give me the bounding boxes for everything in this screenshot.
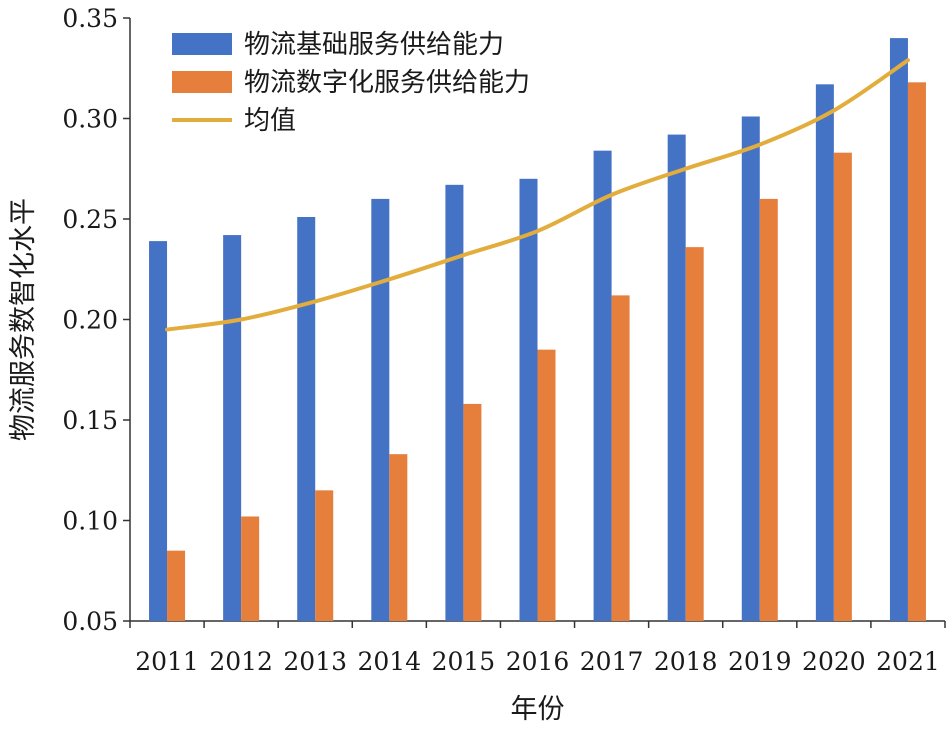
legend-swatch	[172, 33, 232, 55]
bar-basic-service	[371, 198, 390, 621]
x-tick-label: 2020	[802, 647, 866, 676]
bar-basic-service	[593, 150, 612, 621]
bar-digital-service	[463, 403, 482, 621]
bar-digital-service	[241, 516, 260, 621]
y-tick-label: 0.05	[62, 607, 118, 636]
y-tick-label: 0.35	[62, 4, 118, 33]
bar-digital-service	[611, 295, 630, 621]
x-tick-label: 2013	[283, 647, 347, 676]
x-tick-label: 2018	[654, 647, 718, 676]
legend-label: 均值	[244, 106, 296, 136]
x-tick-label: 2019	[728, 647, 792, 676]
bar-basic-service	[667, 134, 686, 621]
bar-basic-service	[815, 84, 834, 621]
y-tick-label: 0.20	[62, 306, 118, 335]
legend-label: 物流基础服务供给能力	[244, 30, 504, 60]
x-axis-label: 年份	[511, 694, 565, 725]
bar-basic-service	[223, 235, 242, 621]
bar-digital-service	[167, 550, 186, 621]
y-tick-label: 0.30	[62, 105, 118, 134]
bar-digital-service	[759, 198, 778, 621]
legend-swatch	[172, 71, 232, 93]
bar-basic-service	[149, 241, 168, 622]
x-tick-label: 2011	[135, 647, 199, 676]
y-tick-label: 0.25	[62, 205, 118, 234]
x-tick-label: 2012	[209, 647, 273, 676]
bar-digital-service	[537, 349, 556, 621]
x-tick-label: 2014	[358, 647, 422, 676]
bar-digital-service	[907, 82, 926, 621]
bar-digital-service	[833, 152, 852, 622]
bar-digital-service	[685, 247, 704, 621]
x-tick-label: 2016	[506, 647, 570, 676]
mean-line	[165, 58, 910, 332]
bar-basic-service	[519, 178, 538, 622]
bar-basic-service	[297, 216, 316, 622]
bar-digital-service	[315, 490, 334, 621]
y-tick-label: 0.10	[62, 507, 118, 536]
y-axis-label: 物流服务数智化水平	[8, 198, 39, 441]
x-tick-label: 2015	[432, 647, 496, 676]
bar-basic-service	[741, 116, 760, 622]
bar-basic-service	[445, 184, 464, 621]
legend-label: 物流数字化服务供给能力	[244, 68, 530, 98]
bar-basic-service	[889, 38, 908, 622]
x-tick-label: 2021	[876, 647, 940, 676]
bar-digital-service	[389, 454, 408, 621]
y-tick-label: 0.15	[62, 406, 118, 435]
x-tick-label: 2017	[580, 647, 644, 676]
